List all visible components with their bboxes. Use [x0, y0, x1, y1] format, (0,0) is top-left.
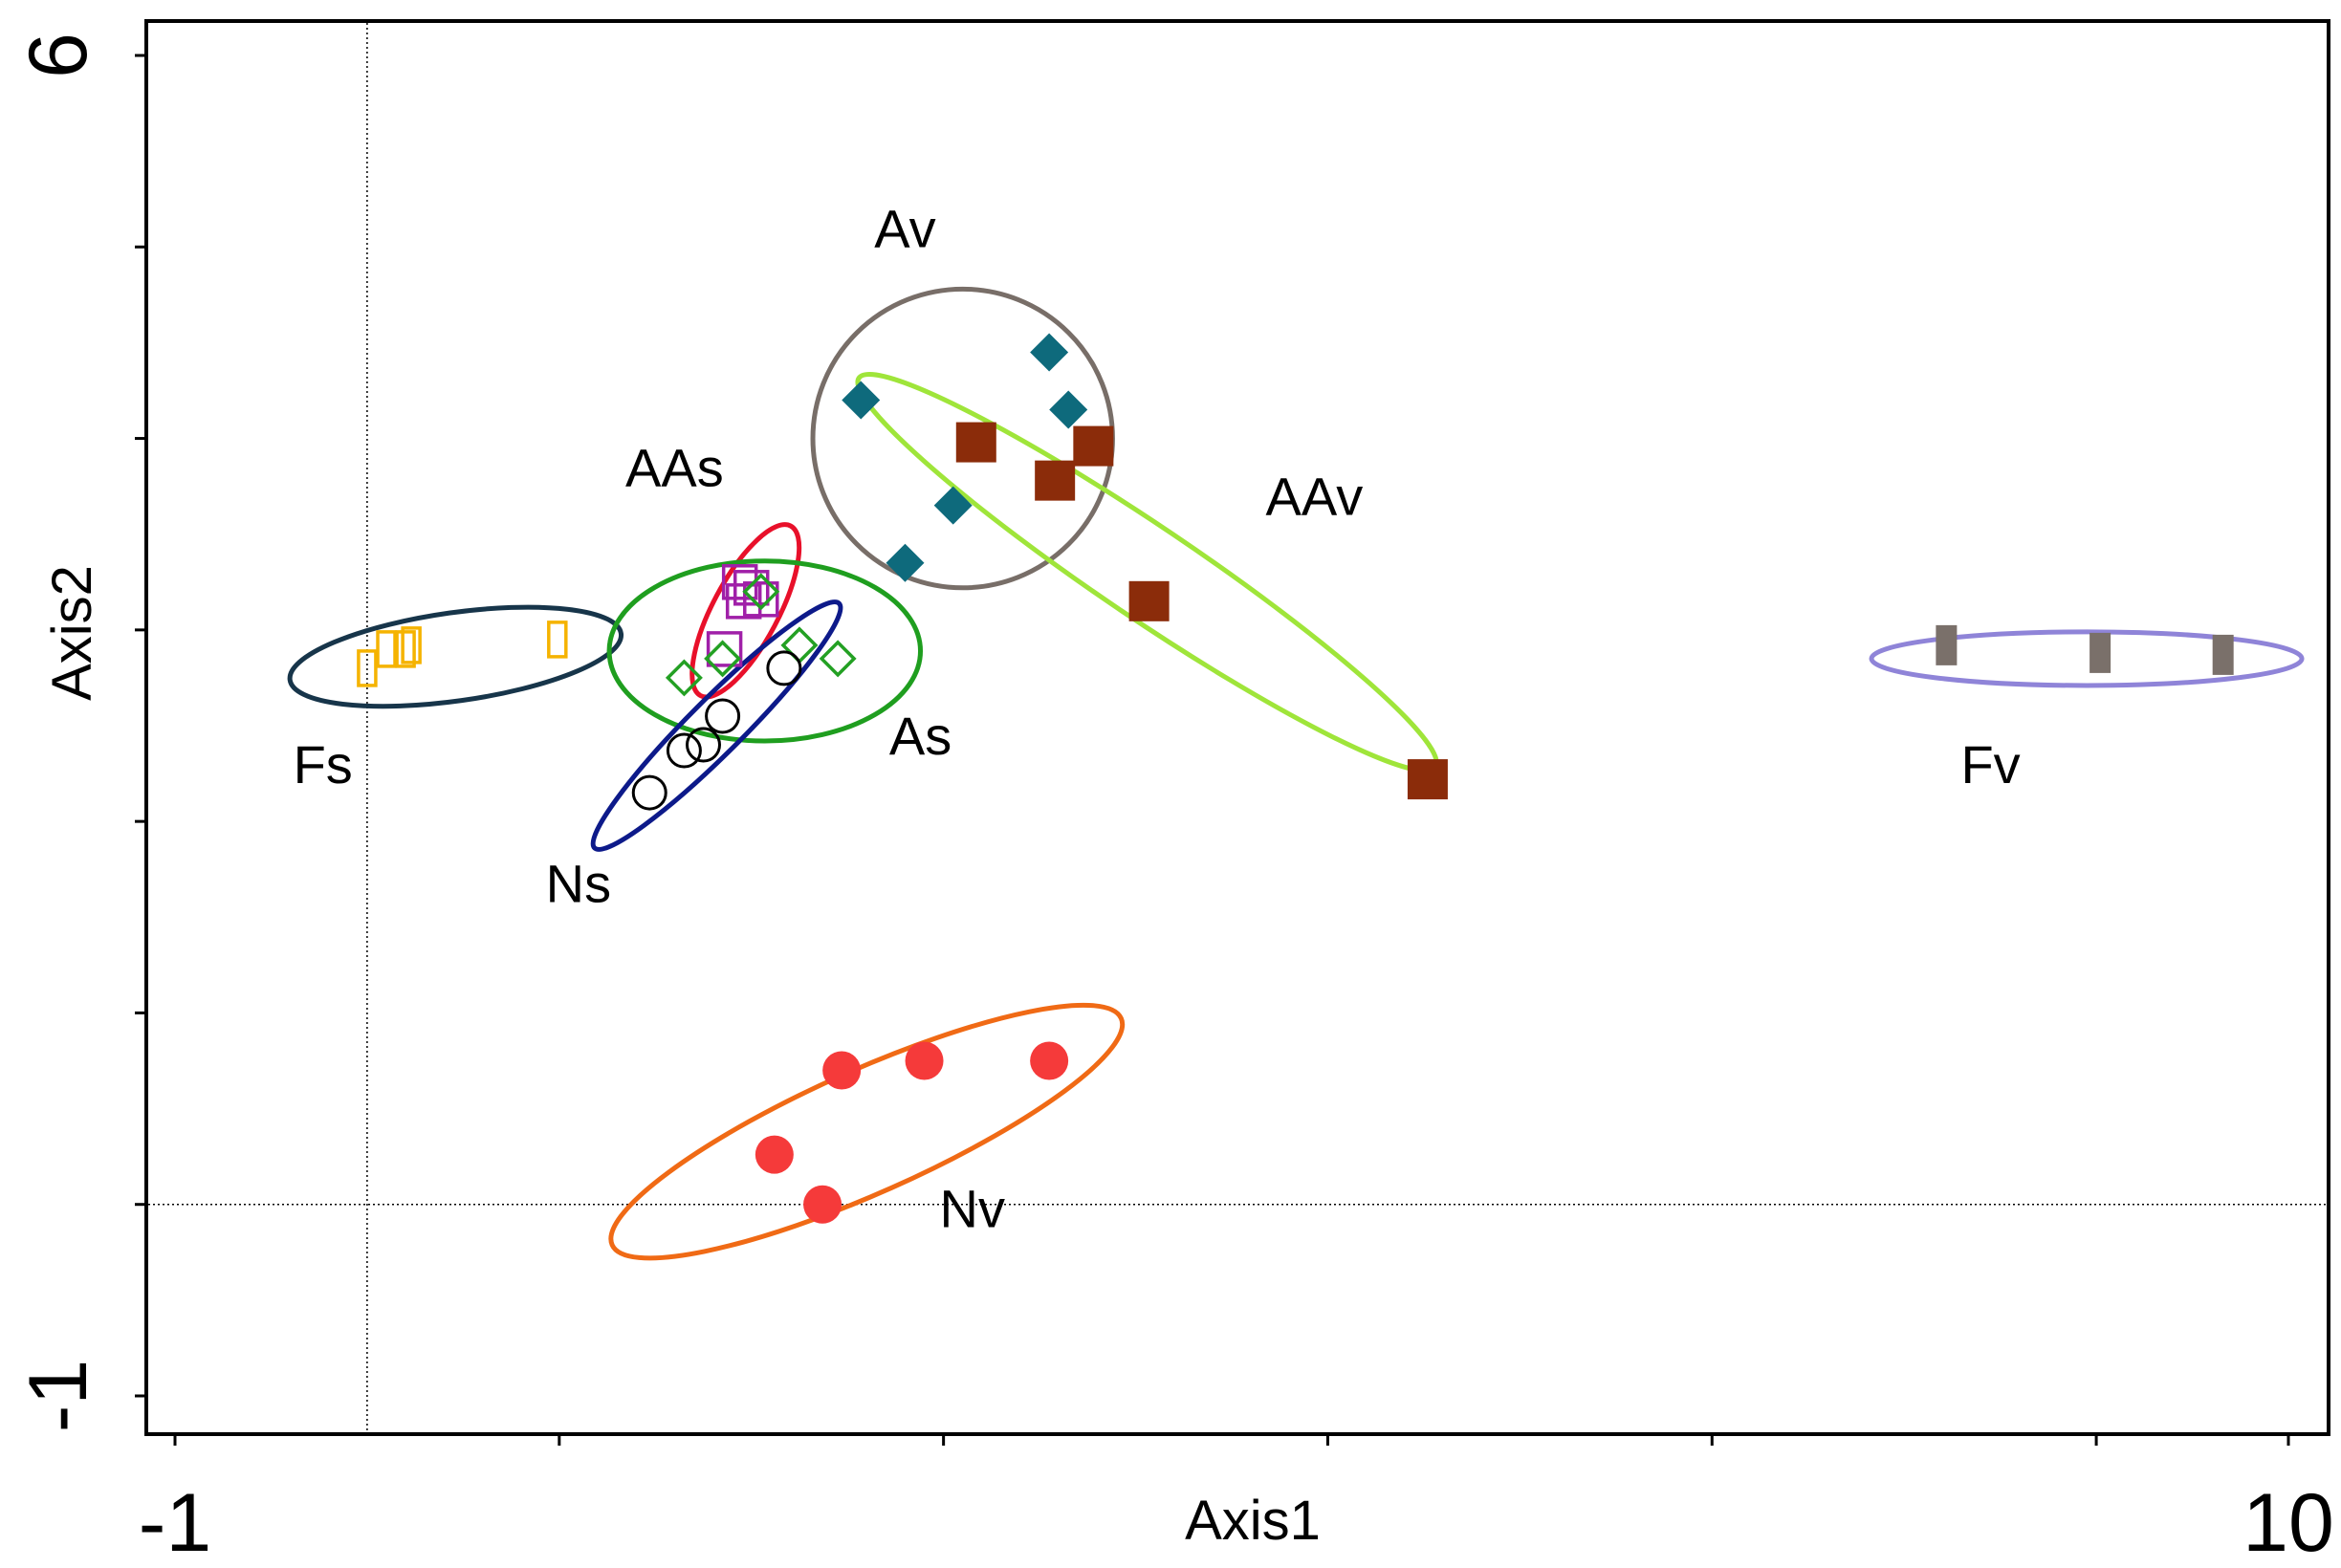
- point-nv: [803, 1185, 842, 1224]
- axis-tick-labels: -1 10 -1 6: [12, 33, 2334, 1568]
- y-tick-label: -1: [12, 1360, 104, 1432]
- point-ns: [686, 727, 721, 763]
- point-as: [665, 659, 703, 697]
- point-aas: [725, 583, 762, 620]
- point-fs: [357, 649, 378, 687]
- point-aas: [706, 631, 743, 667]
- point-fs: [395, 630, 416, 668]
- point-av: [1030, 333, 1069, 372]
- point-as: [704, 640, 742, 678]
- point-ns: [705, 698, 741, 734]
- point-aav: [1073, 425, 1114, 467]
- x-tick-label: 10: [2243, 1477, 2334, 1568]
- point-fv: [2212, 634, 2234, 675]
- group-label-fv: Fv: [1960, 734, 2020, 795]
- plot-frame: [144, 19, 2330, 1436]
- point-av: [886, 543, 925, 582]
- point-aav: [955, 422, 996, 463]
- point-nv: [1030, 1041, 1069, 1080]
- group-ellipses: [287, 286, 2305, 1261]
- ellipse-fs: [287, 604, 624, 709]
- x-axis-label: Axis1: [1185, 1490, 1321, 1552]
- x-tick-label: -1: [139, 1477, 211, 1568]
- y-tick-label: 6: [12, 33, 104, 78]
- point-aav: [1128, 580, 1170, 621]
- point-fs: [401, 626, 422, 664]
- group-label-fs: Fs: [294, 734, 353, 795]
- ellipse-aas: [689, 522, 802, 700]
- group-label-aav: AAv: [1266, 467, 1364, 527]
- group-labels: Fs AAs As Ns Av AAv Fv Nv: [294, 198, 2021, 1238]
- reference-lines: [148, 23, 2327, 1432]
- point-av: [933, 486, 973, 525]
- point-nv: [905, 1041, 944, 1080]
- ellipse-as: [606, 558, 924, 744]
- point-ns: [666, 732, 702, 769]
- point-nv: [755, 1135, 794, 1174]
- point-aav: [1035, 460, 1076, 501]
- point-as: [819, 640, 857, 678]
- point-fv: [2089, 632, 2111, 673]
- point-av: [1049, 390, 1088, 429]
- ellipse-fv: [1869, 629, 2305, 688]
- group-label-aas: AAs: [625, 438, 724, 498]
- point-fs: [376, 630, 397, 668]
- point-av: [842, 381, 881, 420]
- group-label-as: As: [889, 706, 952, 766]
- point-as: [742, 573, 780, 611]
- ellipse-nv: [608, 1002, 1126, 1261]
- point-nv: [822, 1051, 862, 1090]
- axis-ticks: [135, 54, 2290, 1446]
- group-label-nv: Nv: [940, 1179, 1005, 1239]
- point-ns: [766, 650, 802, 686]
- data-points: [357, 333, 2234, 1224]
- point-as: [780, 626, 819, 664]
- point-aav: [1407, 759, 1448, 800]
- y-axis-label: Axis2: [41, 565, 103, 701]
- group-label-av: Av: [874, 198, 935, 258]
- point-aas: [733, 570, 770, 606]
- group-label-ns: Ns: [546, 853, 611, 913]
- point-fv: [1936, 624, 1958, 665]
- point-fs: [547, 621, 568, 659]
- point-ns: [631, 774, 667, 811]
- ellipse-ns: [590, 599, 843, 852]
